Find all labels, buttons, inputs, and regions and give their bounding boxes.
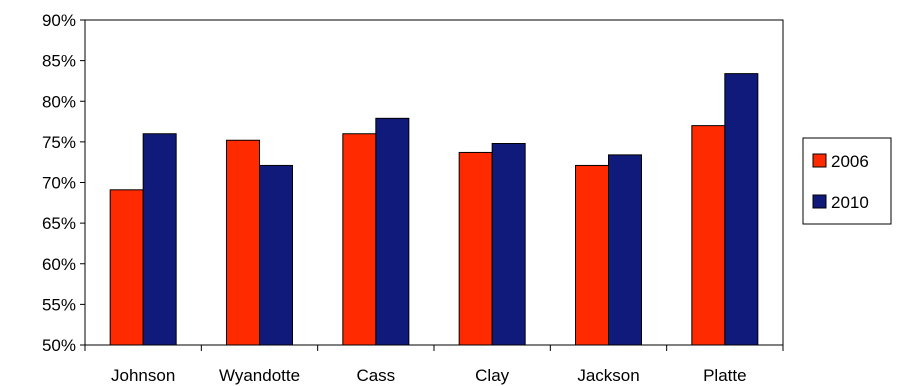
y-tick-label: 60% xyxy=(42,255,76,274)
bar-2006-wyandotte xyxy=(226,139,260,346)
bar-2006-clay xyxy=(458,151,493,346)
x-tick-label: Clay xyxy=(475,366,510,385)
bar-2010-wyandotte xyxy=(259,164,293,346)
legend-box xyxy=(802,137,892,225)
x-tick-label: Wyandotte xyxy=(219,366,300,385)
legend-swatch-2010 xyxy=(812,194,827,209)
x-tick-label: Cass xyxy=(356,366,395,385)
bar-2006-cass xyxy=(342,133,377,346)
x-tick-label: Platte xyxy=(703,366,746,385)
bar-2010-johnson xyxy=(142,133,177,346)
legend-label-2006: 2006 xyxy=(831,152,869,171)
y-tick-label: 85% xyxy=(42,52,76,71)
x-tick-label: Johnson xyxy=(111,366,175,385)
bar-2006-jackson xyxy=(575,164,609,346)
y-tick-label: 50% xyxy=(42,336,76,355)
bar-2010-jackson xyxy=(608,154,642,346)
legend-label-2010: 2010 xyxy=(831,193,869,212)
bar-2006-johnson xyxy=(109,189,144,346)
x-tick-label: Jackson xyxy=(577,366,639,385)
bar-2010-platte xyxy=(724,73,759,346)
y-tick-label: 70% xyxy=(42,174,76,193)
y-axis-ticks: 50% 55% 60% 65% 70% 75% 80% 85% 90% xyxy=(42,11,85,355)
y-tick-label: 90% xyxy=(42,11,76,30)
y-tick-label: 65% xyxy=(42,214,76,233)
bar-2010-clay xyxy=(491,143,526,346)
bar-2006-platte xyxy=(691,125,726,346)
plot-area xyxy=(84,19,784,346)
legend: 2006 2010 xyxy=(802,137,892,225)
y-tick-label: 75% xyxy=(42,133,76,152)
y-tick-label: 55% xyxy=(42,295,76,314)
bar-2010-cass xyxy=(375,117,410,346)
legend-swatch-2006 xyxy=(812,153,827,168)
bar-series xyxy=(109,73,759,346)
x-axis-ticks: Johnson Wyandotte Cass Clay Jackson Platte xyxy=(84,345,784,385)
y-tick-label: 80% xyxy=(42,92,76,111)
